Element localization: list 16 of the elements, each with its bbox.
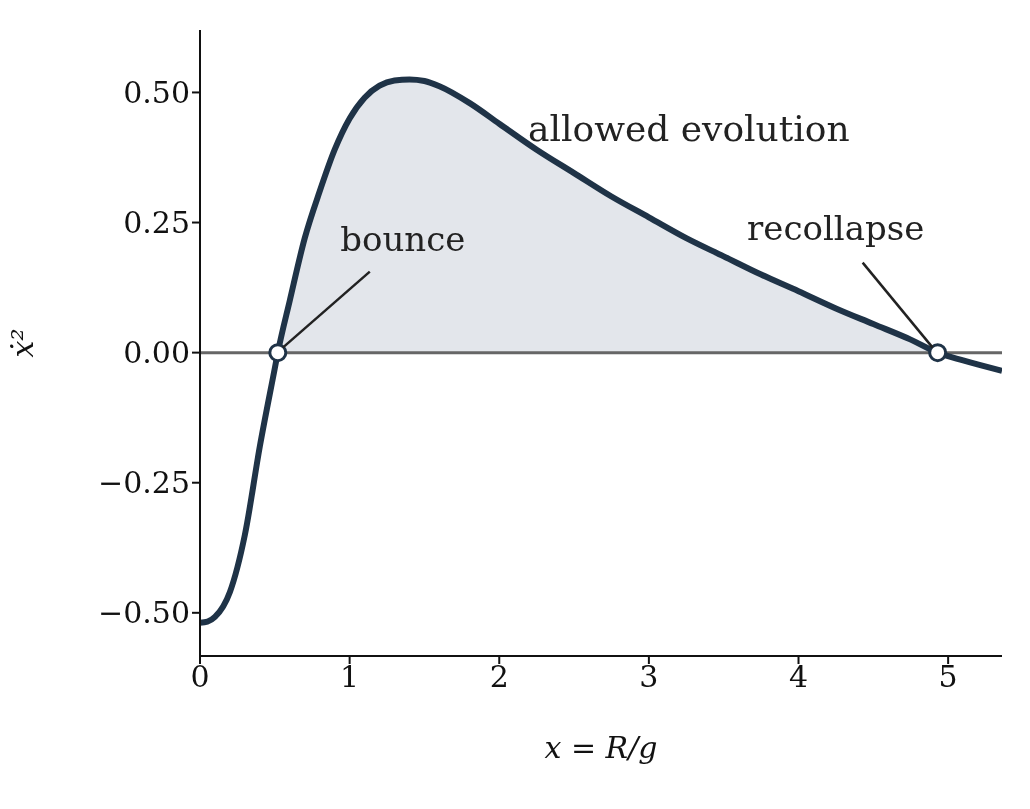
y-tick-label: −0.25: [98, 465, 190, 501]
y-axis-title: ẋ²: [4, 328, 40, 358]
y-tick-label: 0.25: [123, 205, 190, 241]
annotation: allowed evolution: [528, 108, 850, 149]
annotation: recollapse: [747, 207, 925, 248]
x-tick-label: 3: [639, 659, 659, 695]
annotation: bounce: [340, 218, 466, 259]
x-tick-label: 0: [190, 659, 210, 695]
x-tick-label: 5: [938, 659, 958, 695]
x-tick-label: 1: [340, 659, 360, 695]
x-axis-title: x = R/g: [544, 730, 658, 765]
x-tick-label: 4: [788, 659, 809, 695]
y-tick-label: −0.50: [98, 595, 190, 631]
y-tick-label: 0.00: [123, 335, 190, 371]
y-tick-label: 0.50: [123, 75, 190, 111]
x-tick-label: 2: [489, 659, 509, 695]
